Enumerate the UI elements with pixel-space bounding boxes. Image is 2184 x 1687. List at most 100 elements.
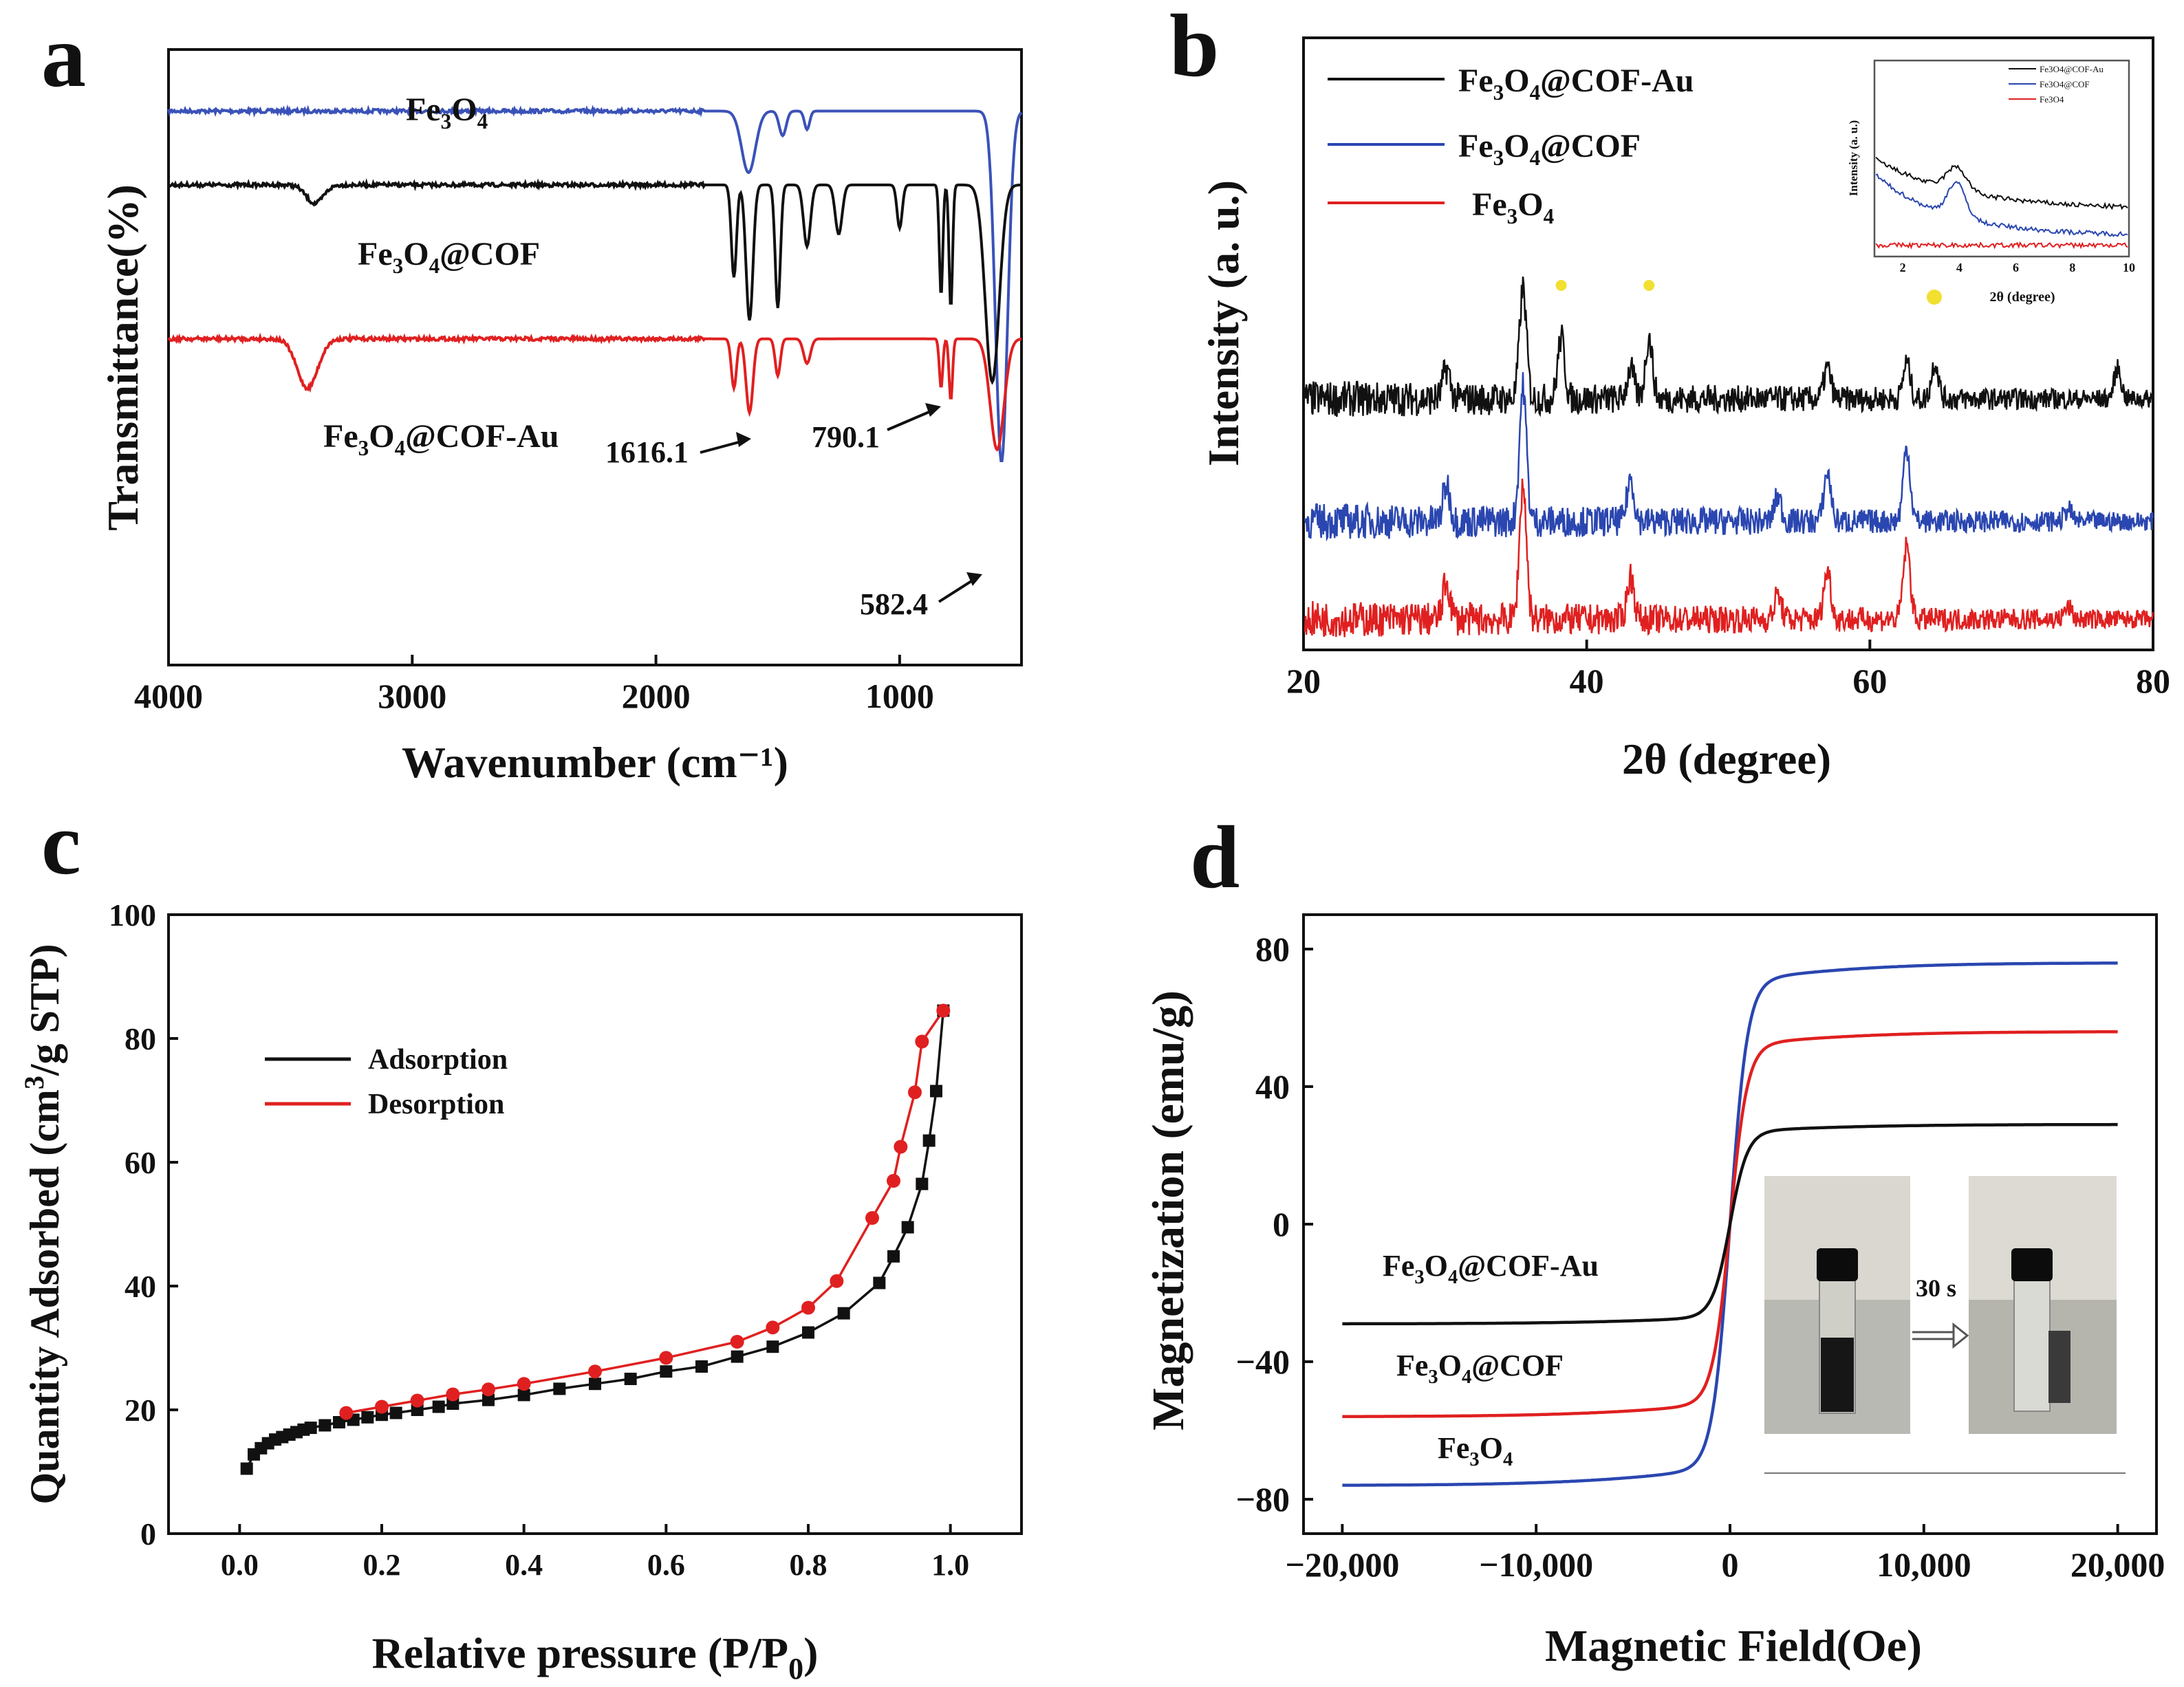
d-xtick-label-1: −10,000 [1479, 1545, 1593, 1584]
adsorption-point [333, 1416, 345, 1428]
desorption-point [766, 1320, 780, 1335]
adsorption-point [802, 1326, 814, 1339]
ftir-label-1: Fe3O4@COF [358, 236, 540, 278]
panel-letter-a: a [41, 7, 86, 106]
adsorption-point [922, 1134, 936, 1147]
adsorption-point [589, 1378, 601, 1391]
panel-d-vsm-chart: −20,000 −10,000 0 10,000 20,000 −80 −40 0 40 80 F… [1143, 913, 2165, 1671]
ftir-series-1 [168, 177, 1022, 385]
d-ytick-label-1: −40 [1236, 1342, 1290, 1381]
inset-xtick-label-4: 10 [2123, 261, 2135, 274]
b-xtick-label-3: 80 [2136, 662, 2170, 700]
ftir-series-2 [167, 332, 1022, 452]
xrd-series-2 [1304, 478, 2154, 638]
adsorption-point [916, 1177, 929, 1190]
adsorption-point [389, 1406, 402, 1419]
inset-arrow-head [1952, 1322, 1969, 1349]
inset-time-label: 30 s [1916, 1274, 1956, 1302]
annotation-arrow-790 [887, 408, 936, 431]
inset-legend-label-2: Fe3O4 [2040, 94, 2064, 105]
c-xtick-label-5: 1.0 [931, 1548, 969, 1582]
ftir-label-2: Fe3O4@COF-Au [323, 418, 559, 460]
adsorption-point [304, 1422, 317, 1435]
panel-c-xlabel: Relative pressure (P/P0) [372, 1629, 819, 1686]
c-series-line-0 [246, 1010, 945, 1470]
annotation-582: 582.4 [860, 587, 928, 621]
desorption-point [482, 1382, 495, 1397]
a-xtick-label-0: 4000 [134, 677, 203, 715]
d-xtick-label-4: 20,000 [2071, 1545, 2165, 1584]
inset-xtick-label-1: 4 [1956, 261, 1963, 274]
desorption-point [936, 1003, 951, 1018]
desorption-point [865, 1211, 879, 1225]
desorption-point [830, 1274, 844, 1288]
inset-frame [1873, 59, 2130, 258]
inset-ylabel: Intensity (a. u.) [1847, 120, 1860, 197]
b-legend-label-2: Fe3O4 [1472, 186, 1555, 228]
panel-b-inset: Fe3O4@COF-Au Fe3O4@COF Fe3O4 Intensity (a.… [1847, 59, 2135, 305]
adsorption-point [624, 1373, 637, 1385]
inset-yellow-marker [1927, 290, 1942, 305]
c-xtick-label-4: 0.8 [790, 1548, 828, 1582]
panel-b-ylabel: Intensity (a. u.) [1199, 180, 1248, 466]
panel-a-frame [167, 48, 1023, 666]
panel-a-xlabel: Wavenumber (cm⁻¹) [402, 738, 788, 787]
d-xtick-label-0: −20,000 [1285, 1545, 1399, 1584]
a-xtick-label-2: 2000 [622, 677, 691, 715]
c-legend-label-1: Desorption [368, 1089, 504, 1120]
inset-series-0 [1875, 157, 2128, 210]
desorption-point [915, 1034, 929, 1049]
d-ytick-label-3: 40 [1255, 1067, 1290, 1106]
au-peak-marker-0 [1555, 280, 1567, 291]
adsorption-point [695, 1360, 708, 1373]
panel-b-xlabel: 2θ (degree) [1622, 734, 1831, 783]
vial-after-glass [2013, 1280, 2051, 1412]
panel-b-xrd-chart: 20 40 60 80 Fe3O4@COF-Au Fe3O4@COF Fe3O4 2θ (… [1199, 36, 2170, 783]
adsorption-point [432, 1400, 445, 1413]
xrd-series-0 [1304, 276, 2154, 417]
vsm-series-2 [1342, 1122, 2118, 1326]
desorption-point [887, 1174, 900, 1188]
vsm-label-1: Fe3O4@COF [1396, 1349, 1564, 1388]
d-ytick-label-0: −80 [1236, 1480, 1290, 1519]
panel-a-ftir-chart: 4000 3000 2000 1000 Fe3O4 Fe3O4@COF Fe3O4@COF… [98, 48, 1023, 787]
c-xtick-label-0: 0.0 [221, 1548, 259, 1582]
vial-photo-inset: 30 s [1764, 1176, 2126, 1474]
panel-d-ylabel: Magnetization (emu/g) [1143, 990, 1193, 1430]
desorption-point [730, 1335, 744, 1349]
d-xtick-label-3: 10,000 [1877, 1545, 1971, 1584]
c-xtick-label-1: 0.2 [363, 1548, 401, 1582]
annotation-arrowhead-790 [925, 403, 941, 417]
inset-xtick-label-0: 2 [1900, 261, 1906, 274]
adsorption-point [411, 1404, 424, 1416]
inset-xtick-label-3: 8 [2069, 261, 2075, 274]
desorption-point [801, 1300, 815, 1315]
b-legend-label-1: Fe3O4@COF [1458, 128, 1641, 170]
adsorption-point [240, 1462, 253, 1475]
adsorption-point [837, 1307, 850, 1320]
desorption-point [659, 1351, 673, 1365]
vsm-label-0: Fe3O4 [1438, 1431, 1513, 1470]
au-peak-marker-1 [1643, 280, 1655, 291]
panel-c-frame [167, 913, 1023, 1535]
c-xtick-label-3: 0.6 [647, 1548, 685, 1582]
c-ytick-label-1: 20 [125, 1393, 156, 1428]
inset-legend-label-1: Fe3O4@COF [2040, 79, 2090, 89]
b-xtick-label-0: 20 [1286, 662, 1321, 700]
panel-c-ylabel: Quantity Adsorbed (cm3/g STP) [19, 944, 67, 1504]
desorption-point [908, 1085, 922, 1100]
adsorption-point [873, 1276, 886, 1289]
adsorption-point [930, 1085, 942, 1098]
adsorption-point [446, 1397, 459, 1410]
panel-letter-c: c [41, 794, 81, 893]
panel-letter-d: d [1190, 808, 1240, 907]
d-ytick-label-2: 0 [1273, 1205, 1290, 1243]
desorption-point [588, 1364, 602, 1379]
d-xtick-label-2: 0 [1722, 1545, 1739, 1584]
inset-xtick-label-2: 6 [2013, 261, 2019, 274]
adsorption-point [361, 1411, 374, 1424]
desorption-point [410, 1393, 424, 1408]
c-xtick-label-2: 0.4 [505, 1548, 543, 1582]
panel-letter-b: b [1169, 0, 1219, 96]
inset-xlabel: 2θ (degree) [1989, 290, 2055, 305]
